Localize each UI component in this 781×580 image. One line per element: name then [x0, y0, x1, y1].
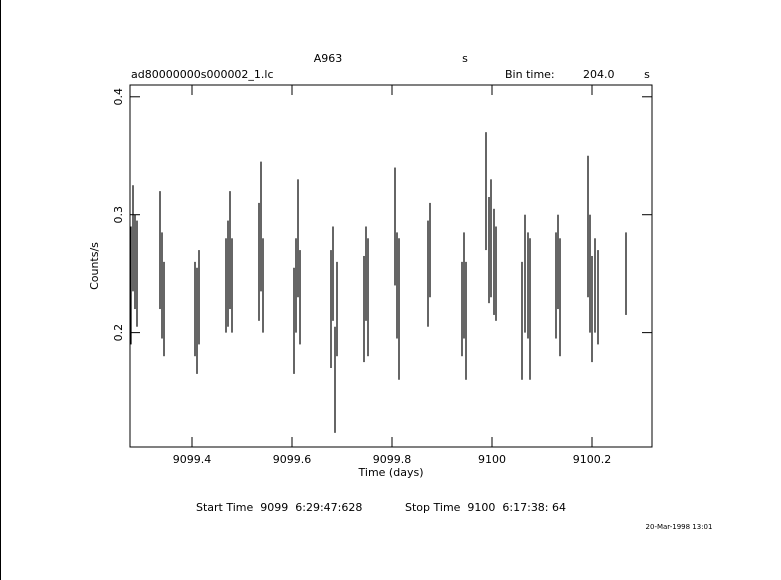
- y-axis-label: Counts/s: [88, 242, 101, 290]
- y-tick-label: 0.4: [112, 88, 125, 106]
- title-unit: s: [462, 52, 468, 65]
- start-time: Start Time 9099 6:29:47:628: [196, 501, 362, 514]
- bin-unit: s: [644, 68, 650, 81]
- bin-label: Bin time:: [505, 68, 555, 81]
- timestamp: 20-Mar-1998 13:01: [646, 523, 713, 531]
- chart-title: A963: [314, 52, 343, 65]
- y-tick-label: 0.2: [112, 324, 125, 342]
- x-tick-label: 9099.6: [273, 453, 312, 466]
- x-tick-label: 9100: [478, 453, 506, 466]
- x-tick-label: 9099.8: [373, 453, 412, 466]
- x-tick-label: 9099.4: [173, 453, 212, 466]
- stop-time: Stop Time 9100 6:17:38: 64: [405, 501, 566, 514]
- plot-frame: [129, 84, 653, 448]
- x-axis-label: Time (days): [358, 466, 424, 479]
- x-tick-label: 9100.2: [573, 453, 612, 466]
- y-tick-label: 0.3: [112, 206, 125, 224]
- subtitle: ad80000000s000002_1.lc: [131, 68, 274, 81]
- bin-value: 204.0: [583, 68, 615, 81]
